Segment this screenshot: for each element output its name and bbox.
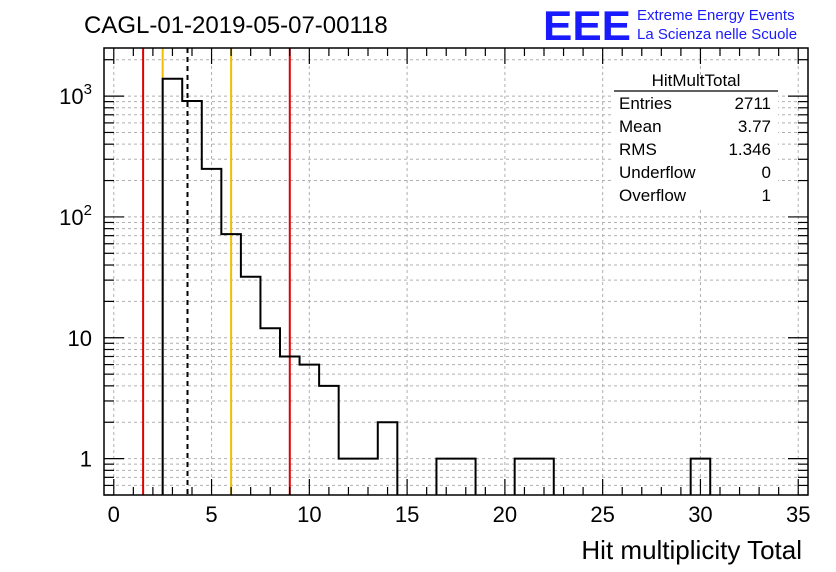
histogram-outline	[161, 77, 712, 495]
stats-row-label: Entries	[619, 94, 672, 113]
stats-row-value: 3.77	[738, 117, 771, 136]
stats-row-value: 1	[762, 186, 771, 205]
x-tick-label: 35	[786, 502, 810, 527]
stats-rows: Entries 2711 Mean 3.77 RMS 1.346 Underflow 0 Ove…	[619, 94, 771, 205]
stats-row-label: Underflow	[619, 163, 696, 182]
stats-title: HitMultTotal	[652, 71, 741, 90]
logo-line-2: La Scienza nelle Scuole	[637, 26, 797, 43]
x-tick-label: 5	[205, 502, 217, 527]
stats-row-value: 0	[762, 163, 771, 182]
x-tick-label: 0	[108, 502, 120, 527]
eee-logo-mark: EEE	[543, 2, 631, 49]
x-tick-label: 15	[395, 502, 419, 527]
chart-title: CAGL-01-2019-05-07-00118	[84, 12, 388, 39]
plot-frame	[103, 47, 809, 496]
x-tick-label: 20	[493, 502, 517, 527]
stats-box: HitMultTotal Entries 2711 Mean 3.77 RMS 1.346…	[614, 71, 778, 207]
stats-box-bg	[614, 79, 778, 207]
x-tick-label: 25	[590, 502, 614, 527]
stats-row-label: Mean	[619, 117, 662, 136]
x-tick-label: 10	[297, 502, 321, 527]
y-tick-label: 102	[59, 202, 92, 230]
y-tick-label: 103	[59, 81, 92, 109]
stats-row-value: 2711	[734, 94, 771, 113]
x-tick-label: 30	[688, 502, 712, 527]
y-tick-label: 10	[68, 326, 92, 351]
y-tick-label: 1	[80, 447, 92, 472]
axis-ticks	[104, 48, 808, 496]
stats-row-label: Overflow	[619, 186, 687, 205]
logo-line-1: Extreme Energy Events	[637, 7, 795, 24]
eee-logo: EEE Extreme Energy Events La Scienza nel…	[543, 2, 797, 49]
x-axis-label: Hit multiplicity Total	[581, 535, 802, 565]
stats-row-value: 1.346	[728, 140, 771, 159]
stats-row-label: RMS	[619, 140, 657, 159]
